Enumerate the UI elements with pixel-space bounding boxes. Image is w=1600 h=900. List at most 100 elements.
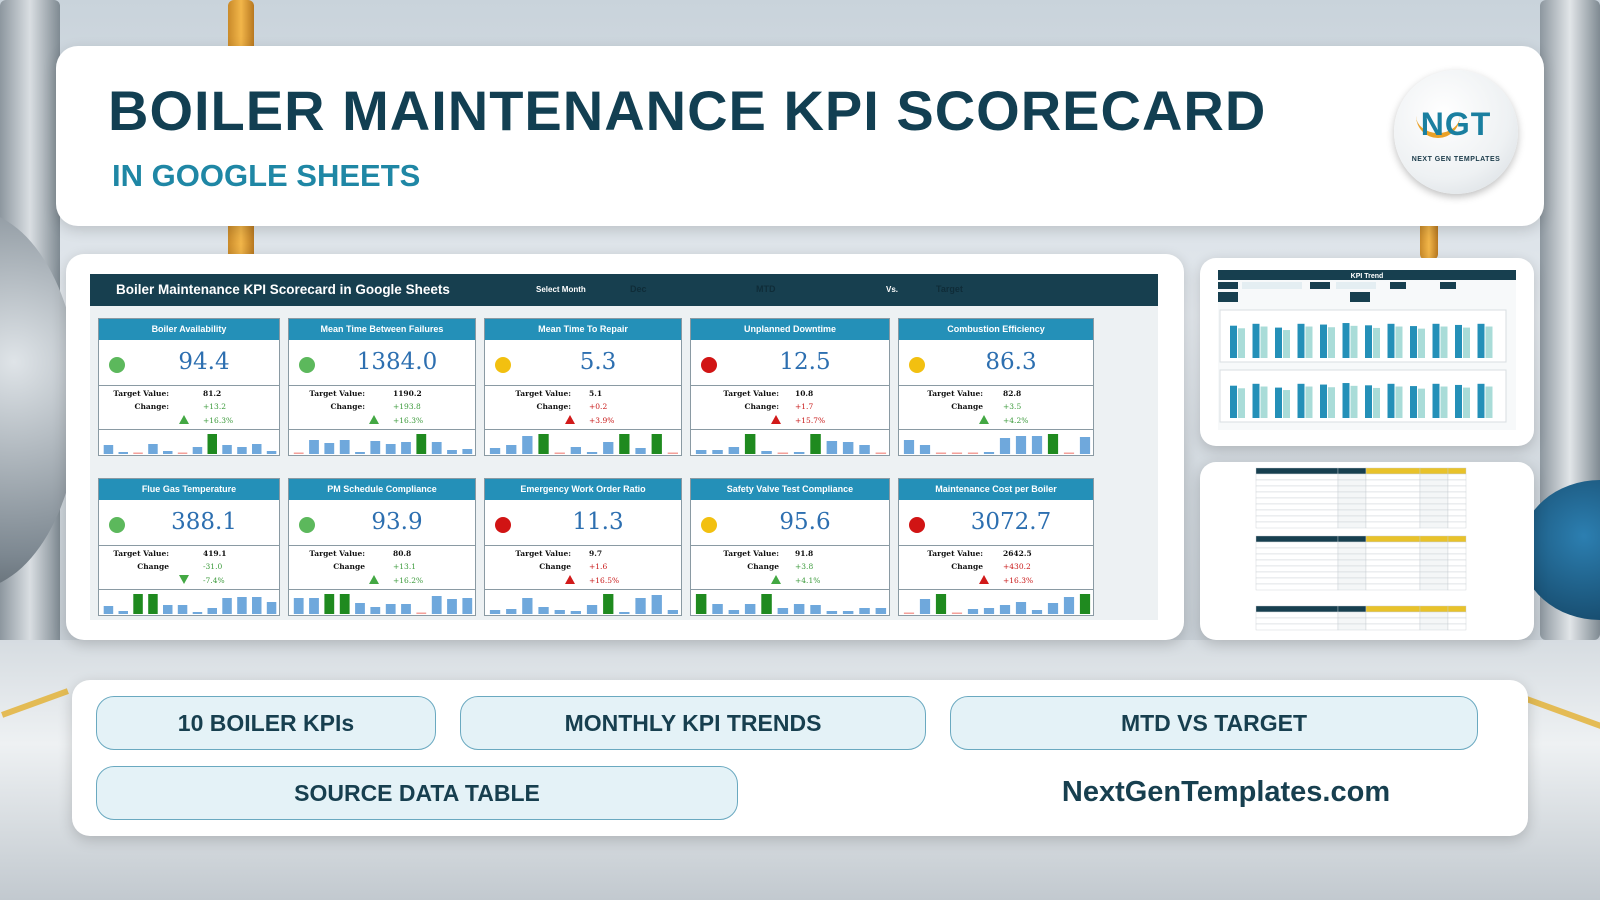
sparkline-bar	[712, 450, 723, 454]
target-select[interactable]: Target	[936, 284, 963, 294]
status-indicator-icon	[109, 517, 125, 533]
trend-chart-2	[1230, 383, 1493, 418]
sparkline-bar	[826, 441, 838, 454]
trend-bar	[1275, 387, 1282, 418]
target-label: Target Value:	[515, 389, 571, 398]
sparkline-bar	[133, 594, 143, 614]
dashboard-preview: Boiler Maintenance KPI Scorecard in Goog…	[90, 274, 1158, 620]
sparkline-bar	[635, 448, 646, 454]
trend-chart-1	[1230, 323, 1493, 358]
kpi-sparkline	[293, 594, 473, 614]
trend-target-bar	[1283, 390, 1290, 418]
trend-title: KPI Trend	[1351, 273, 1384, 280]
kpi-card: Emergency Work Order Ratio 11.3 Target Val…	[484, 478, 682, 616]
sparkline-bar	[385, 444, 396, 454]
sparkline-bar	[635, 598, 646, 614]
sparkline-bar	[983, 452, 995, 454]
trend-bar	[1455, 384, 1462, 418]
trend-target-bar	[1260, 326, 1268, 358]
sparkline-bar	[951, 612, 963, 614]
kpi-value: 94.4	[178, 349, 230, 375]
kpi-card: Maintenance Cost per Boiler 3072.7 Target …	[898, 478, 1094, 616]
status-indicator-icon	[701, 357, 717, 373]
trend-bar	[1230, 325, 1237, 358]
sparkline-bar	[842, 611, 854, 614]
ngt-logo: NGT NEXT GEN TEMPLATES	[1394, 70, 1518, 194]
kpi-sparkline	[103, 434, 277, 454]
sparkline-bar	[148, 444, 158, 454]
sparkline-bar	[355, 603, 365, 614]
sparkline-bar	[163, 451, 173, 454]
sparkline-bar	[489, 610, 501, 614]
sparkline-bar	[1015, 436, 1027, 454]
trend-target-bar	[1260, 386, 1268, 418]
target-label: Target Value:	[515, 549, 571, 558]
target-value: 10.8	[795, 389, 814, 398]
change-percent: +16.2%	[393, 576, 424, 585]
sparkline-bar	[1063, 452, 1075, 454]
change-percent: +4.1%	[795, 576, 821, 585]
trend-target-bar	[1350, 385, 1358, 418]
vs-label: Vs.	[886, 285, 899, 294]
logo-text: NEXT GEN TEMPLATES	[1411, 156, 1501, 163]
kpi-value: 3072.7	[970, 509, 1052, 535]
kpi-name: Mean Time Between Failures	[289, 319, 475, 340]
sparkline-bar	[339, 594, 350, 614]
target-label: Target Value:	[723, 549, 779, 558]
trend-target-bar	[1485, 386, 1493, 418]
kpi-sparkline	[903, 434, 1091, 454]
website-link[interactable]: NextGenTemplates.com	[1061, 776, 1391, 808]
target-label: Target Value:	[723, 389, 779, 398]
month-select[interactable]: Dec	[630, 284, 647, 294]
trend-bar	[1387, 323, 1395, 358]
sparkline-bar	[252, 444, 262, 454]
sparkline-bar	[293, 452, 304, 454]
kpi-value: 11.3	[572, 509, 624, 535]
sparkline-bar	[603, 442, 614, 454]
sparkline-bar	[385, 604, 396, 614]
sparkline-bar	[935, 594, 947, 614]
sparkline-bar	[1079, 594, 1091, 614]
target-value: 81.2	[203, 389, 222, 398]
sparkline-bar	[431, 442, 442, 454]
sparkline-bar	[859, 445, 870, 454]
target-value: 9.7	[589, 549, 603, 558]
sparkline-bar	[447, 599, 457, 614]
sparkline-bar	[761, 451, 772, 454]
kpi-card: Safety Valve Test Compliance 95.6 Target V…	[690, 478, 890, 616]
change-value: +1.7	[795, 402, 814, 411]
change-label: Change	[747, 562, 779, 571]
sparkline-bar	[554, 452, 565, 454]
sparkline-bar	[744, 604, 756, 614]
sparkline-bar	[207, 434, 217, 454]
target-label: Target Value:	[927, 549, 983, 558]
select-month-label: Select Month	[536, 285, 586, 294]
sparkline-bar	[935, 452, 947, 454]
sparkline-bar	[728, 447, 740, 454]
change-label: Change	[951, 402, 983, 411]
sparkline-bar	[1031, 610, 1043, 614]
sparkline-bar	[999, 438, 1011, 454]
source-table-preview-card	[1200, 462, 1534, 640]
page-title: BOILER MAINTENANCE KPI SCORECARD	[108, 79, 1267, 142]
trend-bar	[1387, 383, 1395, 418]
logo-letters: NGT	[1420, 106, 1492, 142]
change-value: +3.5	[1003, 402, 1022, 411]
change-label: Change:	[134, 402, 169, 411]
trend-target-bar	[1373, 327, 1380, 358]
trend-target-bar	[1395, 386, 1403, 418]
sparkline-bar	[370, 607, 381, 614]
kpi-name: Safety Valve Test Compliance	[691, 479, 889, 500]
kpi-value: 388.1	[171, 509, 237, 535]
sparkline-bar	[416, 434, 427, 454]
sparkline-bar	[603, 594, 614, 614]
trend-bar	[1365, 325, 1372, 358]
dashboard-header: Boiler Maintenance KPI Scorecard in Goog…	[90, 274, 1158, 306]
sparkline-bar	[1079, 437, 1091, 454]
mtd-select[interactable]: MTD	[756, 284, 776, 294]
sparkline-bar	[1015, 602, 1027, 614]
feature-panel: 10 BOILER KPIs MONTHLY KPI TRENDS MTD VS…	[72, 680, 1528, 836]
trend-target-bar	[1238, 328, 1245, 358]
target-label: Target Value:	[113, 389, 169, 398]
sparkline-bar	[744, 434, 756, 454]
